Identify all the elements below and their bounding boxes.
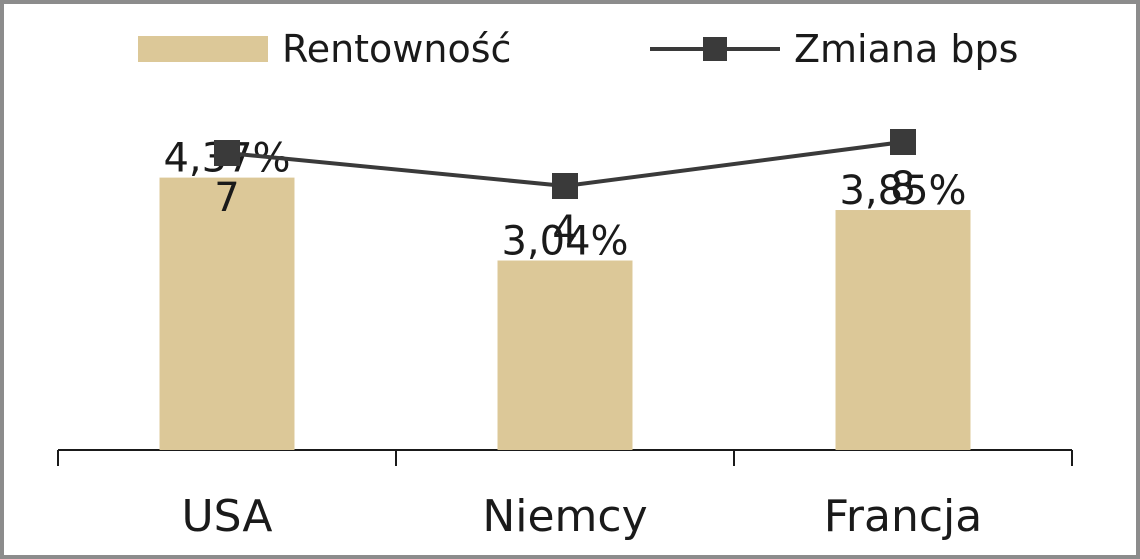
- combo-chart: Rentowność Zmiana bps 4,37%USA3,04%Niemc…: [57, 27, 1073, 542]
- legend: Rentowność Zmiana bps: [138, 27, 1018, 71]
- bar-usa: [159, 177, 295, 450]
- line-point-niemcy: [552, 173, 578, 199]
- bar-label-niemcy: 3,04%: [501, 219, 628, 265]
- legend-marker-zmiana-bps: [703, 37, 727, 61]
- category-label-usa: USA: [181, 491, 272, 542]
- legend-item-zmiana-bps: Zmiana bps: [650, 27, 1018, 71]
- line-label-francja: 8: [890, 164, 915, 210]
- bar-label-francja: 3,85%: [839, 168, 966, 214]
- line-label-usa: 7: [214, 175, 239, 221]
- legend-label-rentownosc: Rentowność: [282, 27, 511, 71]
- line-point-francja: [890, 129, 916, 155]
- line-point-usa: [214, 140, 240, 166]
- category-label-francja: Francja: [824, 491, 982, 542]
- bar-francja: [835, 210, 971, 450]
- bar-niemcy: [497, 260, 633, 450]
- legend-label-zmiana-bps: Zmiana bps: [794, 27, 1018, 71]
- category-label-niemcy: Niemcy: [482, 491, 647, 542]
- line-label-niemcy: 4: [552, 208, 577, 254]
- legend-item-rentownosc: Rentowność: [138, 27, 511, 71]
- legend-swatch-rentownosc: [138, 36, 268, 62]
